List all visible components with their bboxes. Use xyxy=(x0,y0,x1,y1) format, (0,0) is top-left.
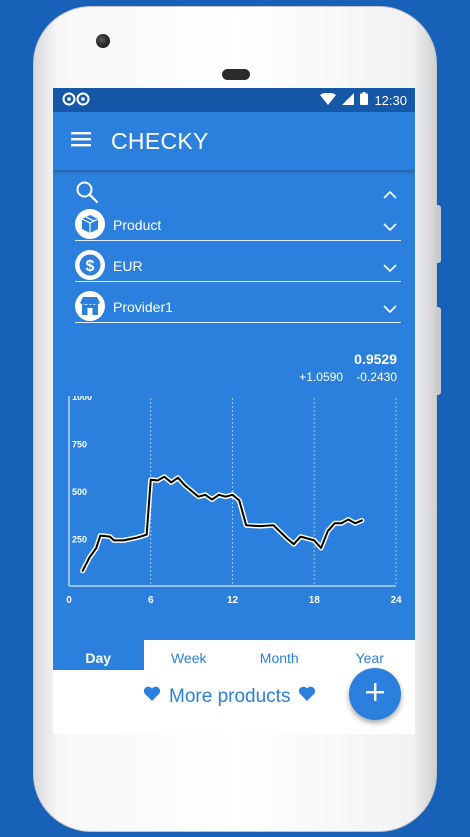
x-tick-label: 18 xyxy=(309,595,321,606)
svg-text:$: $ xyxy=(86,258,95,275)
wifi-icon xyxy=(320,92,337,108)
add-button[interactable] xyxy=(349,668,401,720)
plus-icon xyxy=(365,682,385,707)
price-chart: 0 6 12 18 24 250 500 750 1000 xyxy=(66,396,402,606)
chevron-up-icon[interactable] xyxy=(383,186,397,204)
filter-currency[interactable]: $ EUR xyxy=(75,249,401,282)
y-tick-label: 250 xyxy=(72,535,87,545)
menu-icon[interactable] xyxy=(71,131,91,152)
owl-notification-icon xyxy=(61,92,91,109)
power-button xyxy=(436,205,441,263)
signal-icon xyxy=(342,92,355,108)
y-tick-label: 500 xyxy=(72,487,87,497)
app-bar: CHECKY xyxy=(53,112,415,170)
more-products-link[interactable]: More products xyxy=(143,686,316,708)
filter-label: Provider1 xyxy=(113,299,173,315)
main-content: Product $ EUR xyxy=(53,170,415,658)
current-value: 0.9529 xyxy=(354,351,397,367)
app-screen: 12:30 CHECKY xyxy=(53,88,415,734)
earpiece-speaker xyxy=(222,69,250,80)
x-tick-label: 0 xyxy=(66,595,72,606)
battery-icon xyxy=(360,92,369,108)
filter-product[interactable]: Product xyxy=(75,208,401,241)
heart-icon xyxy=(298,686,316,708)
tab-week[interactable]: Week xyxy=(170,650,207,666)
change-value-2: -0.2430 xyxy=(356,370,397,384)
y-tick-label: 750 xyxy=(72,440,87,450)
search-icon[interactable] xyxy=(75,180,99,209)
heart-icon xyxy=(143,686,161,708)
period-tabs: Day Week Month Year xyxy=(53,640,415,670)
y-tick-label: 1000 xyxy=(72,396,92,402)
status-bar: 12:30 xyxy=(53,88,415,112)
tab-month[interactable]: Month xyxy=(259,650,299,666)
front-camera xyxy=(96,34,110,48)
x-tick-label: 6 xyxy=(148,595,154,606)
package-icon xyxy=(75,209,105,239)
app-title: CHECKY xyxy=(111,127,209,154)
x-tick-label: 24 xyxy=(390,595,402,606)
chevron-down-icon[interactable] xyxy=(383,218,397,236)
series-line xyxy=(81,475,363,572)
filter-label: Product xyxy=(113,217,162,233)
store-icon xyxy=(75,291,105,321)
volume-button xyxy=(436,307,441,395)
chevron-down-icon[interactable] xyxy=(383,259,397,277)
series-line-halo xyxy=(80,474,365,574)
status-time: 12:30 xyxy=(374,92,407,108)
chevron-down-icon[interactable] xyxy=(383,300,397,318)
dollar-icon: $ xyxy=(75,250,105,280)
tab-day[interactable]: Day xyxy=(53,640,144,670)
more-products-label: More products xyxy=(169,686,291,707)
filter-provider[interactable]: Provider1 xyxy=(75,290,401,323)
filter-label: EUR xyxy=(113,258,143,274)
x-tick-label: 12 xyxy=(227,595,239,606)
tab-year[interactable]: Year xyxy=(355,650,384,666)
change-value-1: +1.0590 xyxy=(299,370,343,384)
search-row[interactable] xyxy=(75,178,401,206)
